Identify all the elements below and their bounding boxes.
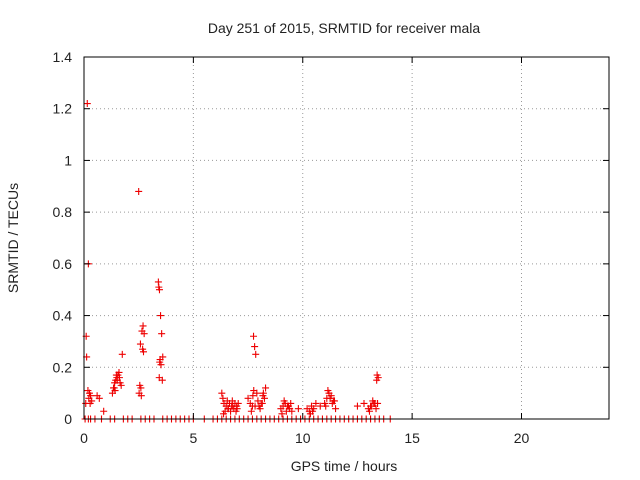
data-point bbox=[374, 399, 382, 407]
data-point bbox=[95, 394, 103, 402]
data-point bbox=[135, 389, 143, 397]
y-tick-label: 0 bbox=[64, 411, 72, 427]
y-tick-label: 1 bbox=[64, 152, 72, 168]
data-point bbox=[135, 187, 143, 195]
data-point bbox=[140, 348, 147, 356]
data-point bbox=[117, 381, 125, 389]
x-axis-label: GPS time / hours bbox=[291, 458, 398, 474]
y-tick-label: 0.8 bbox=[53, 204, 73, 220]
data-point bbox=[157, 312, 165, 320]
plot-frame bbox=[83, 56, 610, 420]
data-point bbox=[218, 389, 226, 397]
data-point bbox=[365, 407, 373, 415]
data-point bbox=[258, 399, 266, 407]
y-tick-label: 1.4 bbox=[53, 49, 73, 65]
data-point bbox=[155, 286, 163, 294]
data-point bbox=[326, 394, 334, 402]
grid-lines bbox=[84, 57, 609, 419]
data-point bbox=[252, 350, 260, 358]
data-point bbox=[372, 405, 380, 413]
y-tick-label: 0.4 bbox=[53, 308, 73, 324]
x-tick-label: 5 bbox=[189, 430, 197, 446]
data-point bbox=[282, 407, 290, 415]
data-point bbox=[353, 402, 361, 410]
data-point bbox=[322, 402, 330, 410]
data-point bbox=[262, 384, 270, 392]
data-point bbox=[219, 394, 227, 402]
y-axis-label: SRMTID / TECUs bbox=[5, 183, 21, 293]
x-tick-label: 15 bbox=[404, 430, 420, 446]
data-point bbox=[112, 371, 120, 379]
data-point bbox=[309, 407, 317, 415]
data-point bbox=[251, 402, 259, 410]
data-point bbox=[250, 387, 258, 395]
data-point bbox=[83, 100, 91, 108]
data-point bbox=[232, 407, 240, 415]
data-point bbox=[287, 399, 295, 407]
data-point bbox=[324, 387, 332, 395]
data-point bbox=[254, 397, 262, 405]
data-point bbox=[360, 399, 368, 407]
data-point bbox=[158, 330, 166, 338]
x-tick-label: 0 bbox=[80, 430, 88, 446]
data-point bbox=[220, 410, 228, 418]
data-point bbox=[332, 405, 340, 413]
data-points bbox=[81, 100, 394, 423]
data-point bbox=[294, 405, 302, 413]
y-tick-label: 0.6 bbox=[53, 256, 73, 272]
x-tick-label: 20 bbox=[514, 430, 530, 446]
y-tick-label: 1.2 bbox=[53, 101, 73, 117]
data-point bbox=[247, 407, 255, 415]
data-point bbox=[158, 376, 166, 384]
data-point bbox=[280, 397, 288, 405]
data-point bbox=[156, 358, 164, 366]
x-tick-label: 10 bbox=[295, 430, 311, 446]
data-point bbox=[250, 332, 258, 340]
data-point bbox=[110, 384, 118, 392]
data-point bbox=[86, 399, 94, 407]
data-point bbox=[244, 394, 252, 402]
axis-ticks: 0 5 10 15 20 0 0.2 0.4 0.6 0.8 1 1.2 1.4 bbox=[53, 49, 609, 446]
data-point bbox=[136, 340, 144, 348]
data-point bbox=[233, 402, 241, 410]
data-point bbox=[118, 350, 126, 358]
data-point bbox=[259, 392, 267, 400]
y-tick-label: 0.2 bbox=[53, 359, 73, 375]
data-point bbox=[100, 407, 108, 415]
data-point bbox=[256, 405, 264, 413]
data-point bbox=[140, 330, 148, 338]
data-point bbox=[228, 397, 236, 405]
data-point bbox=[373, 376, 381, 384]
chart-title: Day 251 of 2015, SRMTID for receiver mal… bbox=[208, 20, 481, 36]
data-point bbox=[251, 343, 259, 351]
data-point bbox=[278, 410, 286, 418]
data-point bbox=[249, 392, 257, 400]
data-point bbox=[137, 384, 145, 392]
data-point bbox=[139, 322, 147, 330]
data-point bbox=[312, 399, 320, 407]
data-point bbox=[330, 397, 338, 405]
data-point bbox=[224, 405, 232, 413]
